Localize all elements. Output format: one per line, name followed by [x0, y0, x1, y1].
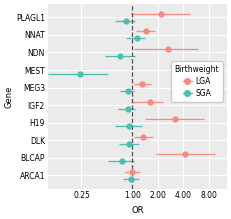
Legend: LGA, SGA: LGA, SGA [171, 61, 223, 102]
X-axis label: OR: OR [131, 206, 143, 215]
Y-axis label: Gene: Gene [4, 85, 13, 108]
